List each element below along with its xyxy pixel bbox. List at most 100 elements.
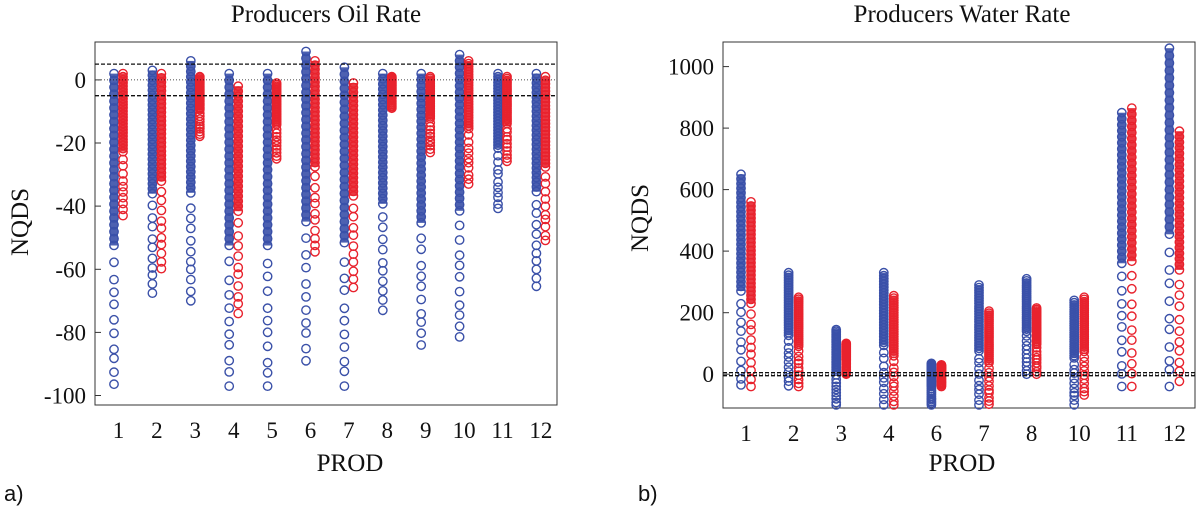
data-point [310, 214, 320, 225]
data-point [301, 328, 311, 338]
data-point [377, 305, 388, 316]
data-band [387, 76, 396, 95]
data-point [156, 232, 167, 243]
data-point [118, 192, 128, 203]
data-point [783, 336, 794, 346]
data-point [118, 210, 128, 221]
data-point [109, 367, 119, 378]
y-tick-label: -100 [44, 384, 86, 409]
data-point [841, 369, 852, 380]
data-point [1079, 352, 1090, 363]
data-point [1069, 395, 1080, 405]
data-point [194, 123, 205, 134]
y-tick-label: 400 [680, 239, 715, 264]
data-point [1116, 335, 1127, 346]
data-points [736, 43, 1185, 410]
data-band [302, 51, 310, 222]
data-point [736, 344, 746, 355]
data-point [425, 140, 436, 151]
data-band [1032, 308, 1041, 345]
data-point [271, 147, 282, 158]
data-point [793, 378, 804, 389]
data-band [455, 54, 464, 211]
data-point [271, 137, 282, 148]
data-band [1080, 297, 1089, 352]
panel-label: a) [4, 481, 24, 506]
data-point [463, 174, 474, 185]
data-point [109, 257, 119, 268]
x-tick-label: 1 [113, 418, 125, 443]
chart-water-rate: Producers Water Rate 0 200 400 600 800 1000 1… [627, 1, 1196, 506]
data-point [531, 273, 542, 284]
data-point [454, 235, 465, 245]
data-band [784, 272, 793, 336]
data-point [194, 114, 205, 125]
data-point [736, 365, 746, 376]
data-point [348, 203, 359, 214]
data-point [540, 235, 551, 246]
data-point [185, 235, 196, 246]
data-point [502, 146, 512, 156]
plot-area [722, 41, 1196, 409]
data-band [747, 201, 755, 304]
x-tick-label: 7 [343, 418, 355, 443]
data-band [157, 73, 166, 182]
data-band [340, 67, 349, 243]
data-point [1079, 356, 1090, 367]
data-band [195, 76, 204, 110]
data-point [109, 314, 119, 325]
data-point [974, 389, 984, 400]
data-point [746, 319, 756, 330]
data-point [540, 214, 551, 225]
data-band [378, 73, 387, 204]
data-point [224, 355, 235, 366]
y-tick-label: 200 [680, 301, 715, 326]
data-band [119, 73, 127, 152]
data-point [1126, 335, 1137, 345]
data-point [156, 216, 167, 227]
data-point [301, 262, 311, 273]
data-point [974, 369, 984, 379]
data-point [271, 151, 282, 162]
data-point [1079, 390, 1090, 400]
data-point [1126, 368, 1137, 379]
data-point [425, 121, 436, 132]
data-point [783, 362, 794, 373]
x-axis-label: PROD [317, 450, 384, 477]
data-band [832, 329, 841, 371]
data-band [494, 73, 502, 149]
x-tick-label: 2 [151, 418, 163, 443]
data-point [233, 308, 244, 319]
data-point [233, 298, 244, 309]
data-point [1174, 336, 1185, 347]
data-point [310, 192, 320, 203]
x-tick-label: 8 [382, 418, 394, 443]
data-point [974, 384, 984, 395]
y-axis: 0 -20 -40 -60 -80 -100 [44, 68, 101, 409]
data-point [746, 309, 756, 319]
data-point [348, 211, 359, 222]
data-point [416, 294, 427, 305]
chart-title: Producers Water Rate [854, 1, 1071, 28]
data-point [984, 381, 994, 391]
data-point [1126, 283, 1137, 294]
data-point [301, 249, 311, 260]
data-point [194, 116, 205, 127]
data-point [301, 343, 311, 354]
data-point [1126, 381, 1137, 392]
data-point [348, 282, 359, 293]
data-point [1116, 381, 1127, 392]
data-point [156, 195, 167, 206]
data-point [118, 187, 128, 197]
data-point [454, 271, 465, 282]
data-point [1021, 365, 1032, 376]
x-tick-label: 4 [883, 421, 895, 446]
data-point [339, 257, 350, 267]
data-point [1116, 298, 1127, 309]
data-point [118, 204, 128, 215]
data-point [377, 295, 388, 305]
data-point [736, 317, 746, 328]
data-point [416, 317, 427, 327]
x-tick-label: 12 [1163, 421, 1186, 446]
data-point [793, 346, 804, 356]
